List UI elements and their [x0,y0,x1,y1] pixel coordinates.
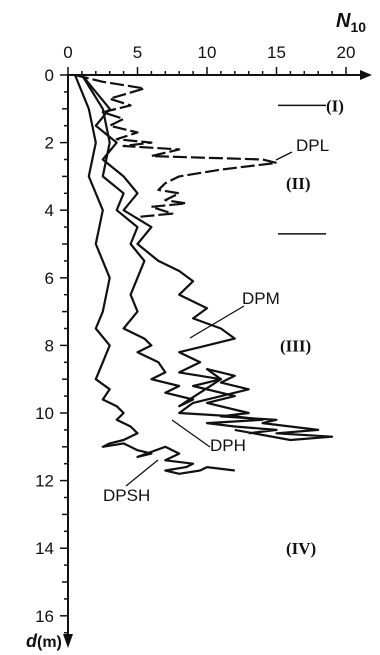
y-axis-symbol: d [26,631,38,651]
y-tick-label: 8 [45,336,54,355]
series-curve-dpsh [73,74,235,475]
series-label-dpl: DPL [296,136,329,155]
zone-labels: (I) (II) (III) (IV) [280,96,344,558]
y-axis-unit: (m) [37,634,62,651]
series-curve-dpm [81,74,334,442]
series-label-dpsh: DPSH [103,486,150,505]
y-tick-label: 2 [45,134,54,153]
y-tick-label: 6 [45,269,54,288]
x-tick-label: 10 [198,43,217,62]
zone-label: (IV) [286,539,316,558]
zone-label: (III) [280,336,311,355]
y-tick-label: 12 [35,472,54,491]
zone-label: (II) [286,174,311,193]
series-labels: DPL DPM DPH DPSH [103,136,329,505]
y-axis-ticks: 0 2 4 6 8 10 12 14 16 [35,66,68,634]
x-tick-label: 20 [337,43,356,62]
series-curve-dph [80,74,278,435]
x-axis-subscript: 10 [350,19,366,35]
y-axis-title: d(m) [26,631,62,651]
y-tick-label: 14 [35,539,54,558]
x-tick-label: 5 [133,43,142,62]
x-axis-arrow [360,70,372,80]
series-label-dpm: DPM [242,289,280,308]
series-curve-dpl [74,73,278,219]
x-axis-symbol: N [336,10,351,32]
series-leader-line [171,419,211,448]
y-tick-label: 10 [35,404,54,423]
y-axis-arrow [63,634,73,648]
x-tick-label: 15 [267,43,286,62]
x-tick-label: 0 [63,43,72,62]
y-tick-label: 4 [45,201,54,220]
x-axis-ticks: 0 5 10 15 20 [63,43,355,75]
y-tick-label: 0 [45,66,54,85]
y-tick-label: 16 [35,607,54,626]
axes [63,70,372,648]
series-leader-line [189,305,245,339]
series-leader-line [125,459,159,487]
series-curves [73,73,334,475]
x-axis-title: N10 [336,10,366,35]
series-label-dph: DPH [210,436,246,455]
zone-boundaries [278,104,326,235]
series-leader-line [275,151,293,161]
zone-label: (I) [326,96,344,115]
